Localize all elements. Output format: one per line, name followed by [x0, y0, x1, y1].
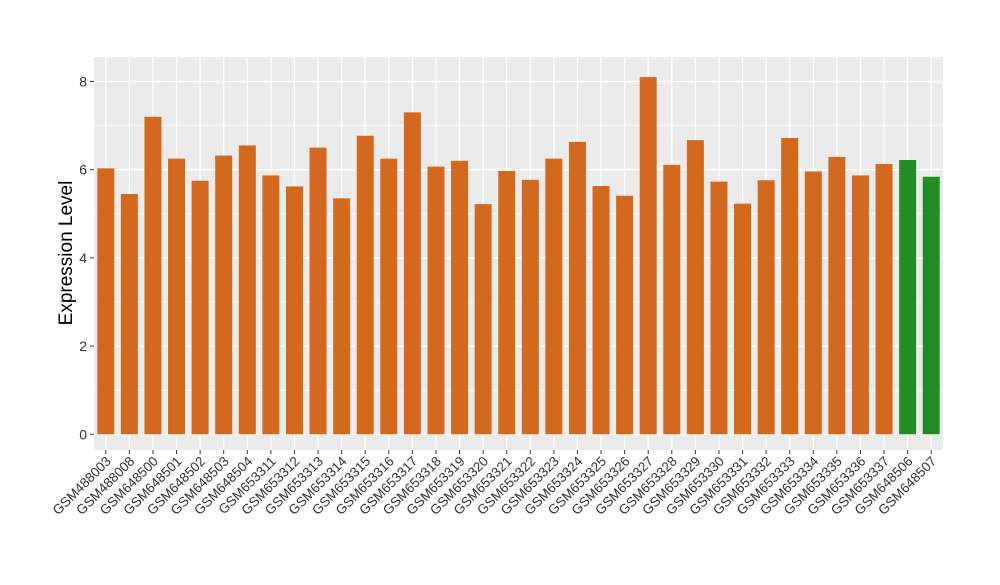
- bar: [97, 168, 115, 435]
- bar: [285, 186, 303, 435]
- plot-panel: [94, 57, 943, 450]
- bar: [238, 145, 256, 435]
- y-axis: 0 2 4 6 8: [79, 74, 94, 442]
- y-tick-label: 4: [79, 250, 87, 266]
- bar: [781, 137, 799, 435]
- bar: [568, 141, 586, 435]
- bar: [804, 171, 822, 435]
- bar: [451, 160, 469, 435]
- bar: [309, 147, 327, 435]
- bar: [144, 116, 162, 435]
- bar: [639, 77, 657, 435]
- bars: [97, 77, 940, 435]
- bar: [616, 195, 634, 435]
- bar: [120, 193, 138, 435]
- bar: [215, 155, 233, 435]
- bar: [356, 135, 374, 435]
- y-tick-label: 0: [79, 426, 87, 442]
- bar: [686, 140, 704, 435]
- x-axis: GSM488003GSM488008GSM648500GSM648501GSM6…: [50, 450, 939, 518]
- bar: [168, 158, 186, 435]
- bar: [899, 159, 917, 435]
- bar: [875, 163, 893, 435]
- y-tick-label: 2: [79, 338, 87, 354]
- bar: [427, 166, 445, 435]
- y-tick-label: 8: [79, 74, 87, 90]
- y-tick-label: 6: [79, 162, 87, 178]
- bar: [922, 176, 940, 435]
- bar: [545, 158, 563, 435]
- bar: [262, 175, 280, 435]
- bar: [498, 171, 516, 435]
- bar: [521, 179, 539, 435]
- bar: [710, 181, 728, 435]
- bar: [734, 203, 752, 435]
- bar: [191, 180, 209, 435]
- bar: [663, 164, 681, 435]
- bar: [474, 204, 492, 435]
- y-axis-title: Expression Level: [56, 181, 77, 326]
- bar: [380, 158, 398, 435]
- bar: [851, 175, 869, 435]
- bar: [403, 112, 421, 435]
- bar: [828, 156, 846, 435]
- bar: [333, 198, 351, 435]
- bar: [592, 186, 610, 435]
- bar: [757, 180, 775, 435]
